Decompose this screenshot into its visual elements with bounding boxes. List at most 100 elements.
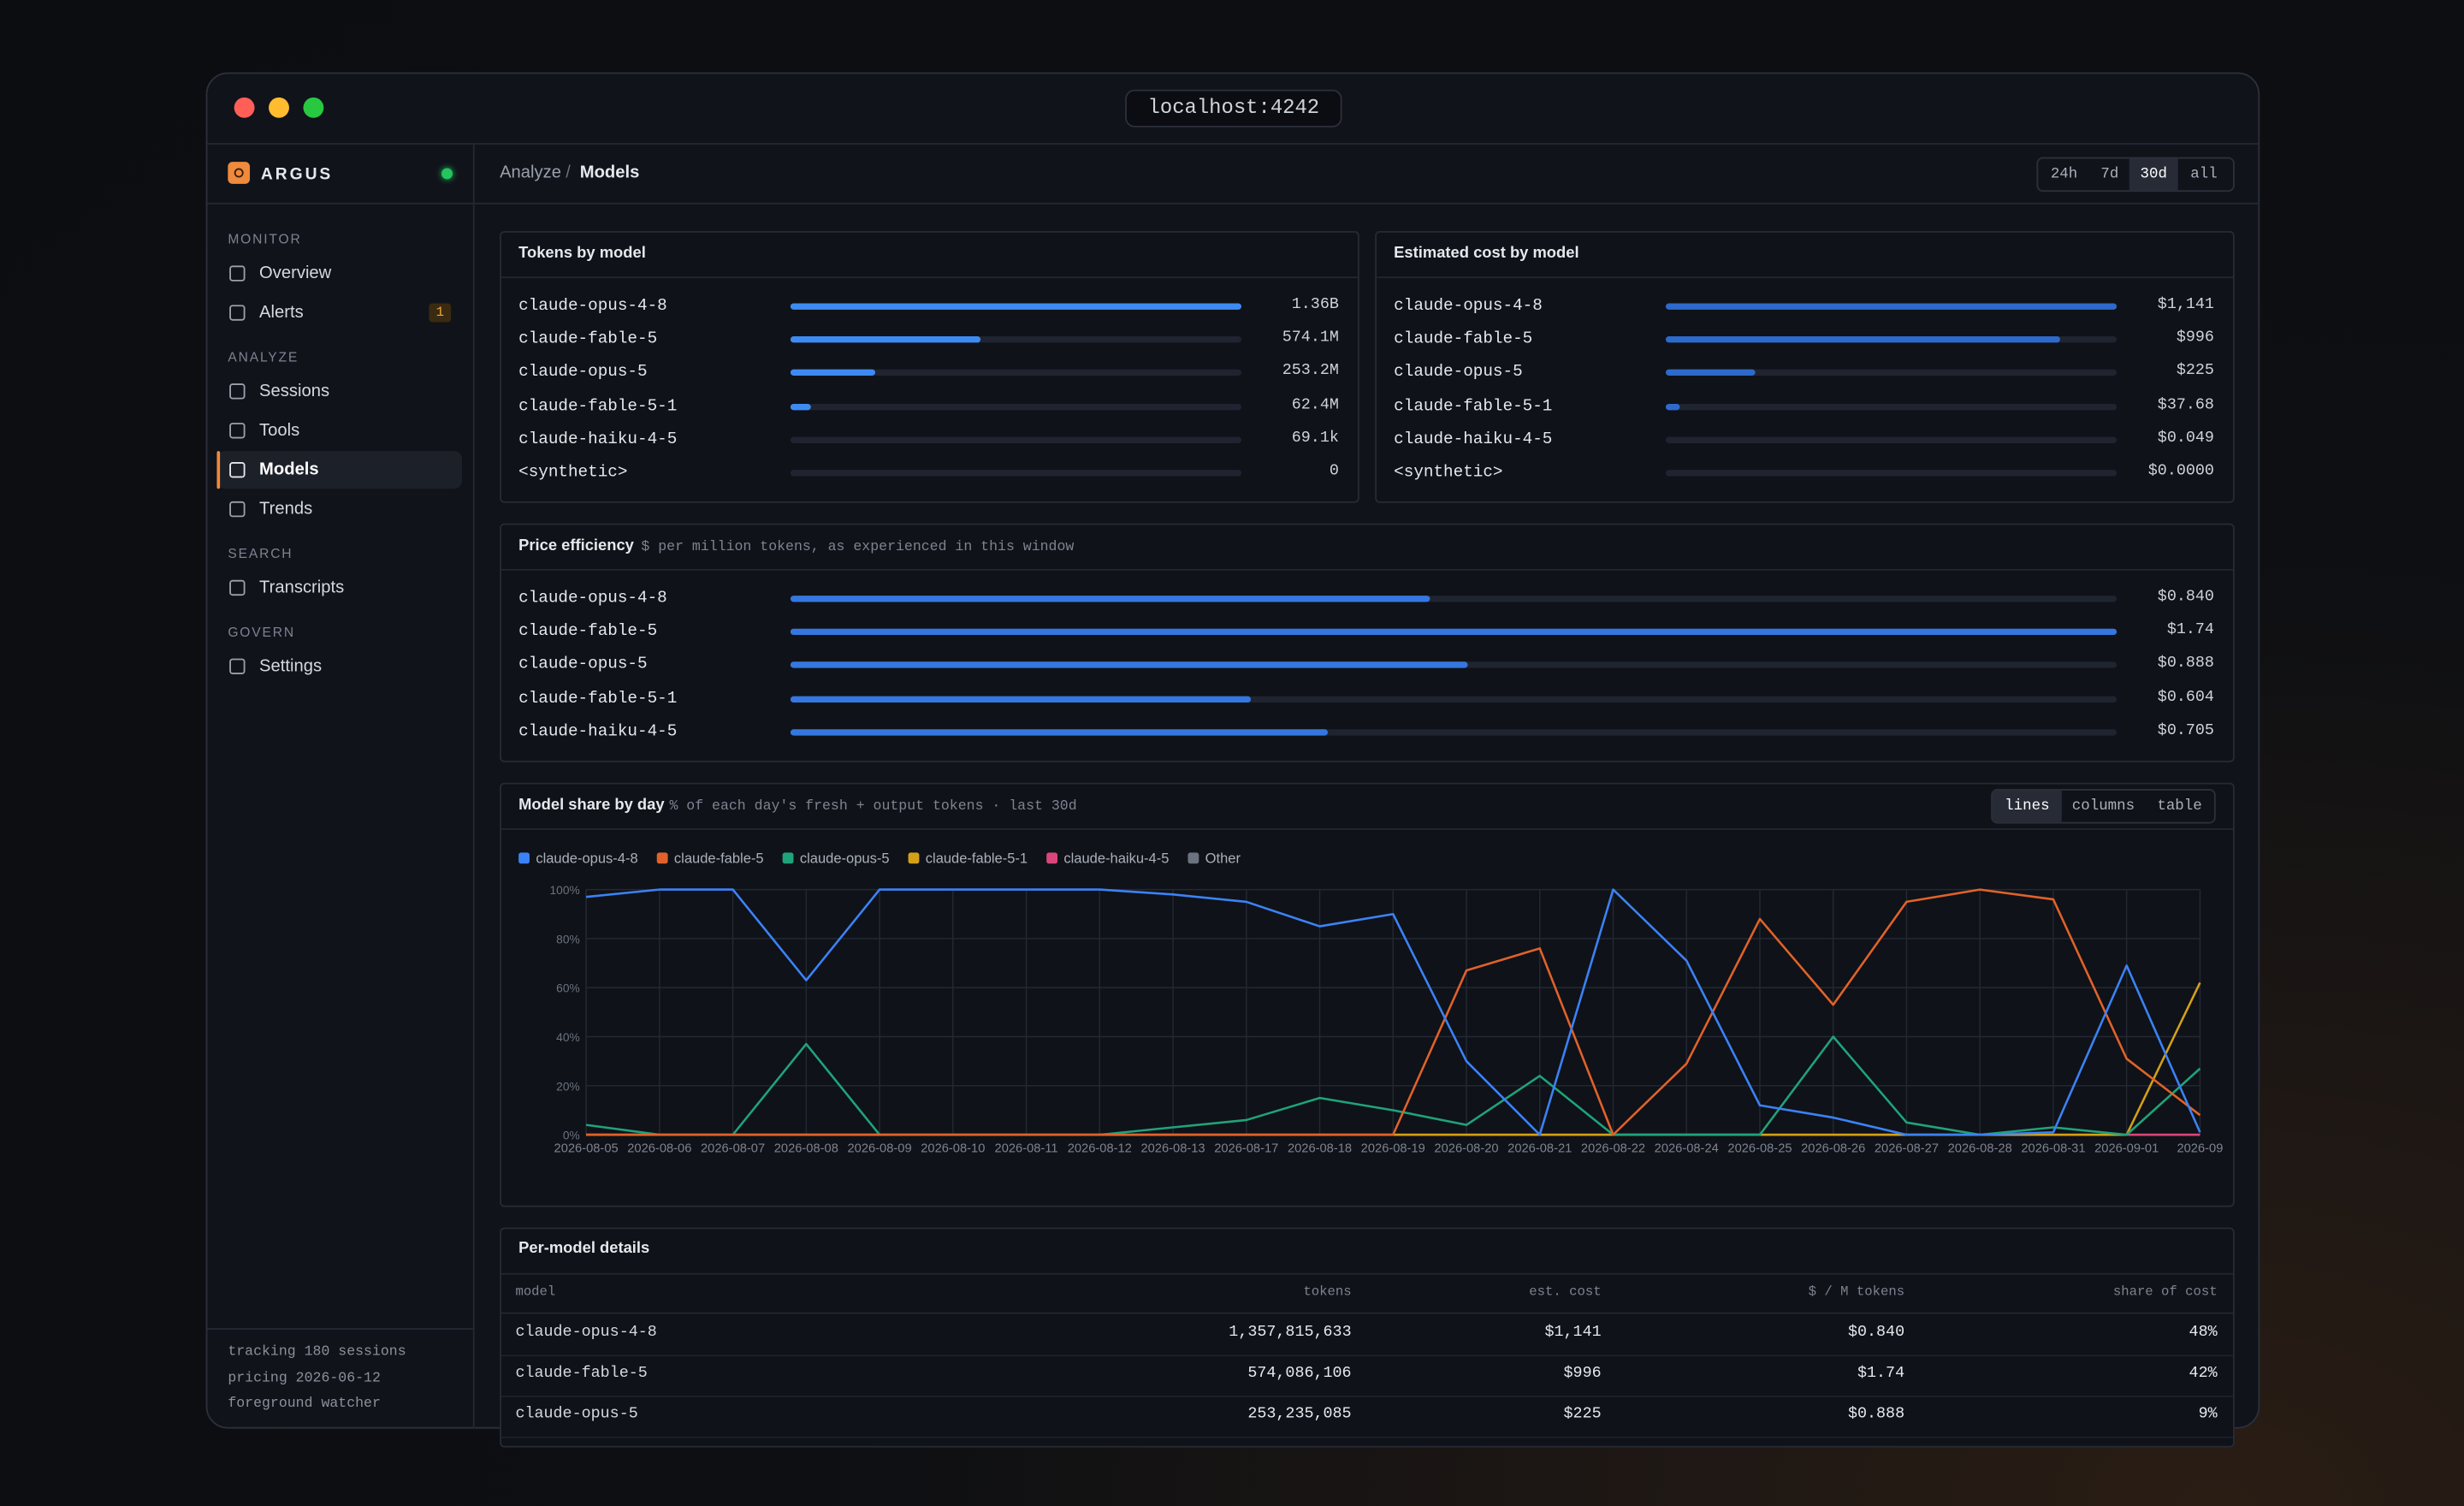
view-toggle[interactable]: table	[2157, 797, 2202, 815]
row-value: $37.68	[2157, 396, 2214, 415]
chart-subtitle: % of each day's fresh + output tokens · …	[669, 798, 1077, 815]
x-tick-label: 2026-09	[2177, 1141, 2223, 1155]
y-tick-label: 20%	[556, 1080, 580, 1093]
row-model: claude-haiku-4-5	[1394, 430, 1553, 449]
legend-label: Other	[1205, 850, 1241, 866]
row-model: claude-fable-5-1	[518, 689, 678, 709]
row-model: claude-haiku-4-5	[518, 722, 678, 742]
header-divider	[474, 202, 2260, 205]
title-bar-divider	[207, 143, 2259, 145]
nav-item[interactable]: Sessions	[259, 382, 330, 401]
legend-swatch	[908, 852, 920, 864]
row-model: claude-opus-4-8	[518, 297, 667, 317]
range-button[interactable]: 30d	[2129, 158, 2178, 191]
nav-section-label: ANALYZE	[228, 348, 299, 365]
table-cell: claude-opus-5	[515, 1406, 638, 1425]
traffic-light[interactable]	[269, 97, 289, 118]
row-model: claude-opus-4-8	[518, 589, 667, 608]
view-toggle[interactable]: lines	[1992, 790, 2062, 822]
x-tick-label: 2026-09-01	[2094, 1141, 2159, 1155]
bar	[790, 661, 1467, 669]
panel	[500, 523, 2235, 762]
nav-icon	[229, 305, 246, 321]
range-group	[2036, 157, 2235, 193]
nav-item[interactable]: Models	[259, 460, 319, 480]
x-tick-label: 2026-08-18	[1288, 1141, 1352, 1155]
y-tick-label: 80%	[556, 933, 580, 946]
y-tick-label: 40%	[556, 1031, 580, 1044]
panel-header-divider	[500, 827, 2234, 830]
row-value: $0.840	[2157, 589, 2214, 607]
legend-label: claude-opus-5	[800, 850, 890, 866]
x-tick-label: 2026-08-05	[554, 1141, 619, 1155]
panel-title: Per-model details	[518, 1240, 650, 1258]
row-value: 574.1M	[1282, 330, 1339, 348]
row-value: $0.888	[2157, 655, 2214, 673]
sidebar-footer-line: pricing 2026-06-12	[228, 1369, 381, 1386]
bar-track	[790, 370, 1242, 376]
table-cell: $225	[1563, 1406, 1602, 1425]
table-row-divider	[500, 1396, 2234, 1397]
bar	[790, 370, 875, 376]
panel-title: Estimated cost by model	[1394, 245, 1579, 263]
view-toggle[interactable]: columns	[2071, 797, 2135, 815]
bar-track	[1665, 470, 2118, 477]
legend-label: claude-fable-5-1	[926, 850, 1028, 866]
legend-swatch	[518, 852, 530, 864]
nav-item[interactable]: Overview	[259, 264, 332, 283]
x-tick-label: 2026-08-25	[1727, 1141, 1792, 1155]
range-button[interactable]: all	[2190, 164, 2218, 183]
row-model: claude-fable-5	[1394, 330, 1533, 350]
breadcrumb-current: Models	[579, 163, 640, 183]
legend-swatch	[1188, 852, 1199, 864]
panel-title: Tokens by model	[518, 245, 646, 263]
range-button[interactable]: 7d	[2100, 164, 2119, 183]
y-tick-label: 100%	[550, 884, 580, 897]
sidebar-footer-divider	[207, 1328, 473, 1330]
nav-item[interactable]: Tools	[259, 421, 300, 441]
table-cell: $0.840	[1847, 1325, 1905, 1343]
traffic-light[interactable]	[234, 97, 255, 118]
nav-item[interactable]: Settings	[259, 656, 323, 676]
row-value: $225	[2176, 364, 2214, 382]
nav-section-label: GOVERN	[228, 624, 296, 640]
nav-item[interactable]: Alerts	[259, 303, 304, 323]
x-tick-label: 2026-08-06	[627, 1141, 691, 1155]
panel-header-divider	[500, 1272, 2234, 1275]
bar-track	[790, 596, 2118, 602]
column-header: share of cost	[2112, 1284, 2218, 1300]
traffic-light[interactable]	[303, 97, 324, 118]
row-value: $0.0000	[2147, 463, 2214, 482]
chart-title: Model share by day	[518, 797, 665, 815]
breadcrumb[interactable]: Analyze	[500, 163, 561, 183]
bar-track	[790, 728, 2118, 736]
bar	[1665, 336, 2060, 343]
nav-icon	[229, 501, 246, 518]
x-tick-label: 2026-08-13	[1140, 1141, 1205, 1155]
table-cell: 253,235,085	[1247, 1406, 1352, 1425]
legend-swatch	[1046, 852, 1058, 864]
nav-item[interactable]: Trends	[259, 500, 313, 519]
x-tick-label: 2026-08-22	[1581, 1141, 1645, 1155]
panel-title: Price efficiency	[518, 537, 634, 555]
nav-item[interactable]: Transcripts	[259, 578, 345, 597]
nav-active-accent	[216, 451, 221, 489]
row-model: claude-fable-5-1	[1394, 396, 1553, 416]
row-model: claude-fable-5-1	[518, 396, 678, 416]
row-model: <synthetic>	[518, 463, 628, 483]
nav-badge: 1	[429, 303, 452, 323]
row-model: claude-opus-5	[518, 655, 648, 675]
panel-header-divider	[500, 276, 1358, 279]
bar-track	[1665, 370, 2118, 376]
row-model: claude-fable-5	[518, 330, 658, 350]
row-value: 253.2M	[1282, 364, 1339, 382]
range-button[interactable]: 24h	[2050, 164, 2078, 183]
bar	[790, 629, 2118, 636]
x-tick-label: 2026-08-17	[1214, 1141, 1278, 1155]
table-cell: 48%	[2189, 1325, 2218, 1343]
x-tick-label: 2026-08-19	[1361, 1141, 1425, 1155]
x-tick-label: 2026-08-21	[1507, 1141, 1572, 1155]
row-value: 0	[1329, 463, 1339, 482]
column-header: est. cost	[1529, 1284, 1602, 1300]
